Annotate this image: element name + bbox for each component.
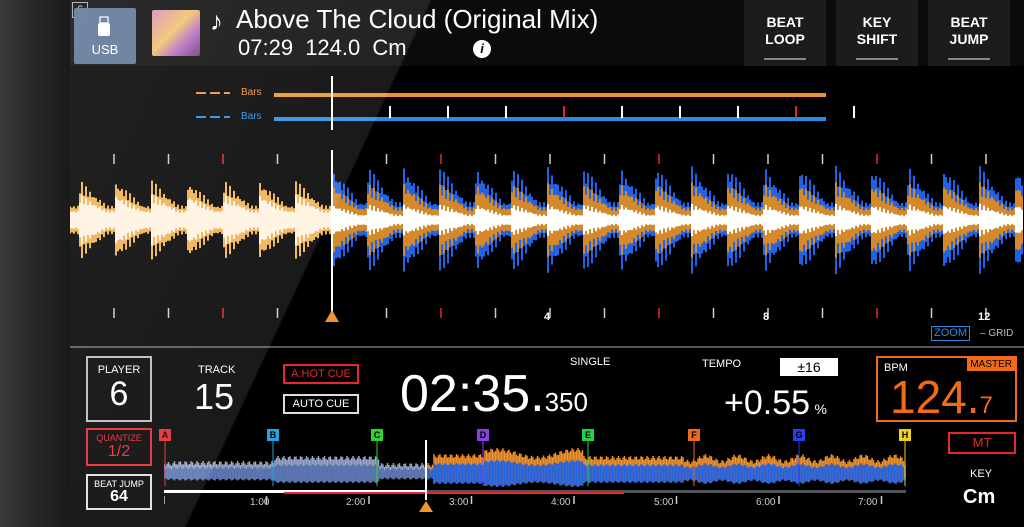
bpm-decimal: 7: [979, 392, 993, 419]
auto-cue-button[interactable]: AUTO CUE: [283, 394, 359, 414]
usb-source-button[interactable]: USB: [74, 8, 136, 64]
key-value: Cm: [963, 486, 996, 508]
bars-overview: [196, 76, 855, 130]
button-indicator: [856, 58, 898, 60]
beat-jump-line2: JUMP: [949, 31, 989, 47]
player-label: PLAYER: [97, 364, 141, 376]
key-shift-button[interactable]: KEY SHIFT: [836, 0, 918, 66]
elapsed-time-ms: 350: [544, 387, 588, 417]
info-icon[interactable]: i: [473, 40, 491, 58]
beat-loop-line2: LOOP: [765, 31, 805, 47]
elapsed-time: 02:35.350: [400, 364, 588, 424]
bpm-label: BPM: [884, 362, 908, 374]
key-label: KEY: [970, 468, 993, 480]
beat-jump-value: 64: [110, 488, 128, 505]
track-title: Above The Cloud (Original Mix): [236, 4, 599, 34]
beat-jump-display[interactable]: BEAT JUMP 64: [86, 474, 152, 510]
album-artwork: [152, 10, 200, 56]
hot-cue-h[interactable]: H: [899, 429, 911, 441]
hot-cue-b[interactable]: B: [267, 429, 279, 441]
grid-indicator[interactable]: – GRID: [980, 328, 1014, 339]
elapsed-time-main: 02:35.: [400, 365, 545, 423]
play-mode-label: SINGLE: [570, 356, 611, 368]
tempo-value: +0.55: [724, 384, 811, 422]
usb-icon: [98, 16, 110, 36]
hot-cue-g[interactable]: G: [793, 429, 805, 441]
timeline-label: 5:00: [654, 497, 674, 508]
hot-cue-auto-button[interactable]: A.HOT CUE: [283, 364, 359, 384]
tempo-range[interactable]: ±16: [780, 358, 838, 376]
track-label: TRACK: [198, 364, 236, 376]
beat-loop-line1: BEAT: [766, 14, 804, 30]
beat-jump-line1: BEAT: [950, 14, 988, 30]
beat-label: 12: [978, 311, 991, 323]
timeline-label: 2:00: [346, 497, 366, 508]
beat-jump-button[interactable]: BEAT JUMP: [928, 0, 1010, 66]
bars-label-top: Bars: [241, 87, 262, 98]
timeline-label: 1:00: [250, 497, 270, 508]
key-shift-line2: SHIFT: [856, 31, 898, 47]
source-label: USB: [91, 42, 119, 57]
track-meta: 07:29 124.0 Cm: [238, 35, 407, 61]
button-indicator: [764, 58, 806, 60]
timeline-label: 6:00: [756, 497, 776, 508]
beat-loop-button[interactable]: BEAT LOOP: [744, 0, 826, 66]
divider: [70, 346, 1024, 348]
track-key: Cm: [372, 35, 407, 60]
bpm-display: BPM MASTER 124.7: [876, 356, 1017, 424]
grid-label: GRID: [988, 328, 1014, 339]
music-note-icon: ♪: [210, 6, 223, 36]
timeline-label: 4:00: [551, 497, 571, 508]
master-badge[interactable]: MASTER: [967, 358, 1015, 371]
quantize-label: QUANTIZE: [96, 433, 142, 443]
hot-cue-a[interactable]: A: [159, 429, 171, 441]
beat-label: 8: [763, 311, 770, 323]
bars-label-bottom: Bars: [241, 111, 262, 122]
timeline-label: 3:00: [449, 497, 469, 508]
screen-bezel: [0, 0, 70, 527]
track-bpm: 124.0: [305, 35, 361, 60]
quantize-value: 1/2: [107, 443, 131, 460]
tempo-unit: %: [814, 401, 827, 417]
tempo-label: TEMPO: [702, 358, 742, 370]
bpm-value: 124.7: [890, 370, 993, 424]
timeline-label: 7:00: [858, 497, 878, 508]
hot-cue-e[interactable]: E: [582, 429, 594, 441]
zoom-indicator[interactable]: ZOOM: [931, 326, 970, 341]
button-indicator: [948, 58, 990, 60]
track-number: 15: [194, 376, 235, 417]
tempo-readout: +0.55 %: [724, 384, 827, 423]
hot-cue-f[interactable]: F: [688, 429, 700, 441]
hot-cue-d[interactable]: D: [477, 429, 489, 441]
bpm-integer: 124.: [890, 371, 980, 423]
beat-jump-label: BEAT JUMP: [94, 479, 144, 489]
player-box: PLAYER 6: [86, 356, 152, 422]
track-header: 6 USB ♪ Above The Cloud (Original Mix) 0…: [70, 0, 1024, 66]
master-tempo-button[interactable]: MT: [948, 432, 1016, 454]
quantize-button[interactable]: QUANTIZE 1/2: [86, 428, 152, 466]
key-shift-line1: KEY: [862, 14, 892, 30]
player-number: 6: [109, 375, 129, 413]
beat-label: 4: [544, 311, 551, 323]
track-length: 07:29: [238, 35, 294, 60]
overview-waveform[interactable]: [164, 440, 910, 512]
cdj-screen: 6 USB ♪ Above The Cloud (Original Mix) 0…: [70, 0, 1024, 527]
main-waveform[interactable]: [70, 140, 1024, 340]
hot-cue-c[interactable]: C: [371, 429, 383, 441]
